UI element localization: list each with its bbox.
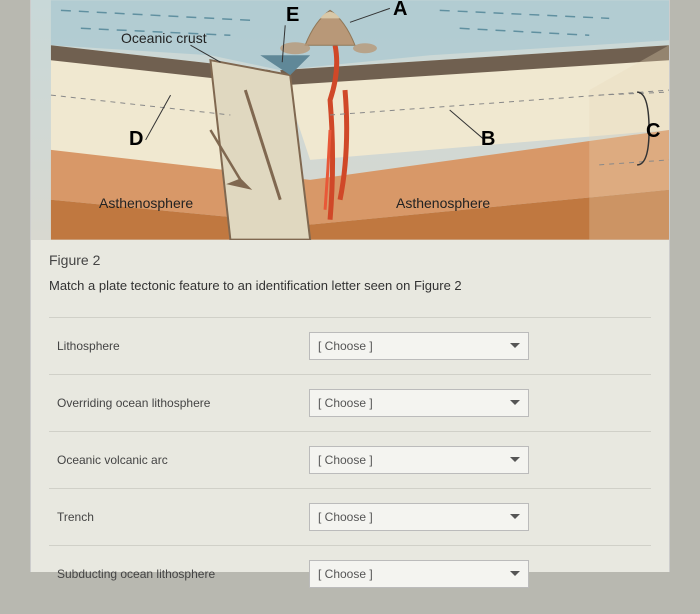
label-oceanic-crust: Oceanic crust	[121, 30, 207, 46]
match-row: Subducting ocean lithosphere [ Choose ]	[49, 545, 651, 602]
figure-caption: Figure 2	[49, 252, 651, 268]
label-letter-d: D	[129, 128, 143, 151]
diagram-figure: Oceanic crust E A D B C Asthenosphere As…	[31, 0, 669, 240]
match-label: Overriding ocean lithosphere	[49, 396, 309, 410]
match-row: Oceanic volcanic arc [ Choose ]	[49, 431, 651, 488]
instruction-text: Match a plate tectonic feature to an ide…	[49, 278, 651, 293]
label-letter-e: E	[286, 4, 299, 27]
choose-dropdown-lithosphere[interactable]: [ Choose ]	[309, 332, 529, 360]
match-label: Oceanic volcanic arc	[49, 453, 309, 467]
choose-dropdown-overriding[interactable]: [ Choose ]	[309, 389, 529, 417]
label-letter-c: C	[646, 120, 660, 143]
match-row: Trench [ Choose ]	[49, 488, 651, 545]
page-container: Oceanic crust E A D B C Asthenosphere As…	[30, 0, 670, 572]
match-label: Lithosphere	[49, 339, 309, 353]
label-asthenosphere-left: Asthenosphere	[99, 195, 193, 211]
match-label: Trench	[49, 510, 309, 524]
question-content: Figure 2 Match a plate tectonic feature …	[31, 240, 669, 614]
match-row: Overriding ocean lithosphere [ Choose ]	[49, 374, 651, 431]
choose-dropdown-volcanic-arc[interactable]: [ Choose ]	[309, 446, 529, 474]
match-row: Lithosphere [ Choose ]	[49, 317, 651, 374]
label-asthenosphere-right: Asthenosphere	[396, 195, 490, 211]
label-letter-b: B	[481, 128, 495, 151]
match-label: Subducting ocean lithosphere	[49, 567, 309, 581]
choose-dropdown-subducting[interactable]: [ Choose ]	[309, 560, 529, 588]
label-letter-a: A	[393, 0, 407, 21]
choose-dropdown-trench[interactable]: [ Choose ]	[309, 503, 529, 531]
